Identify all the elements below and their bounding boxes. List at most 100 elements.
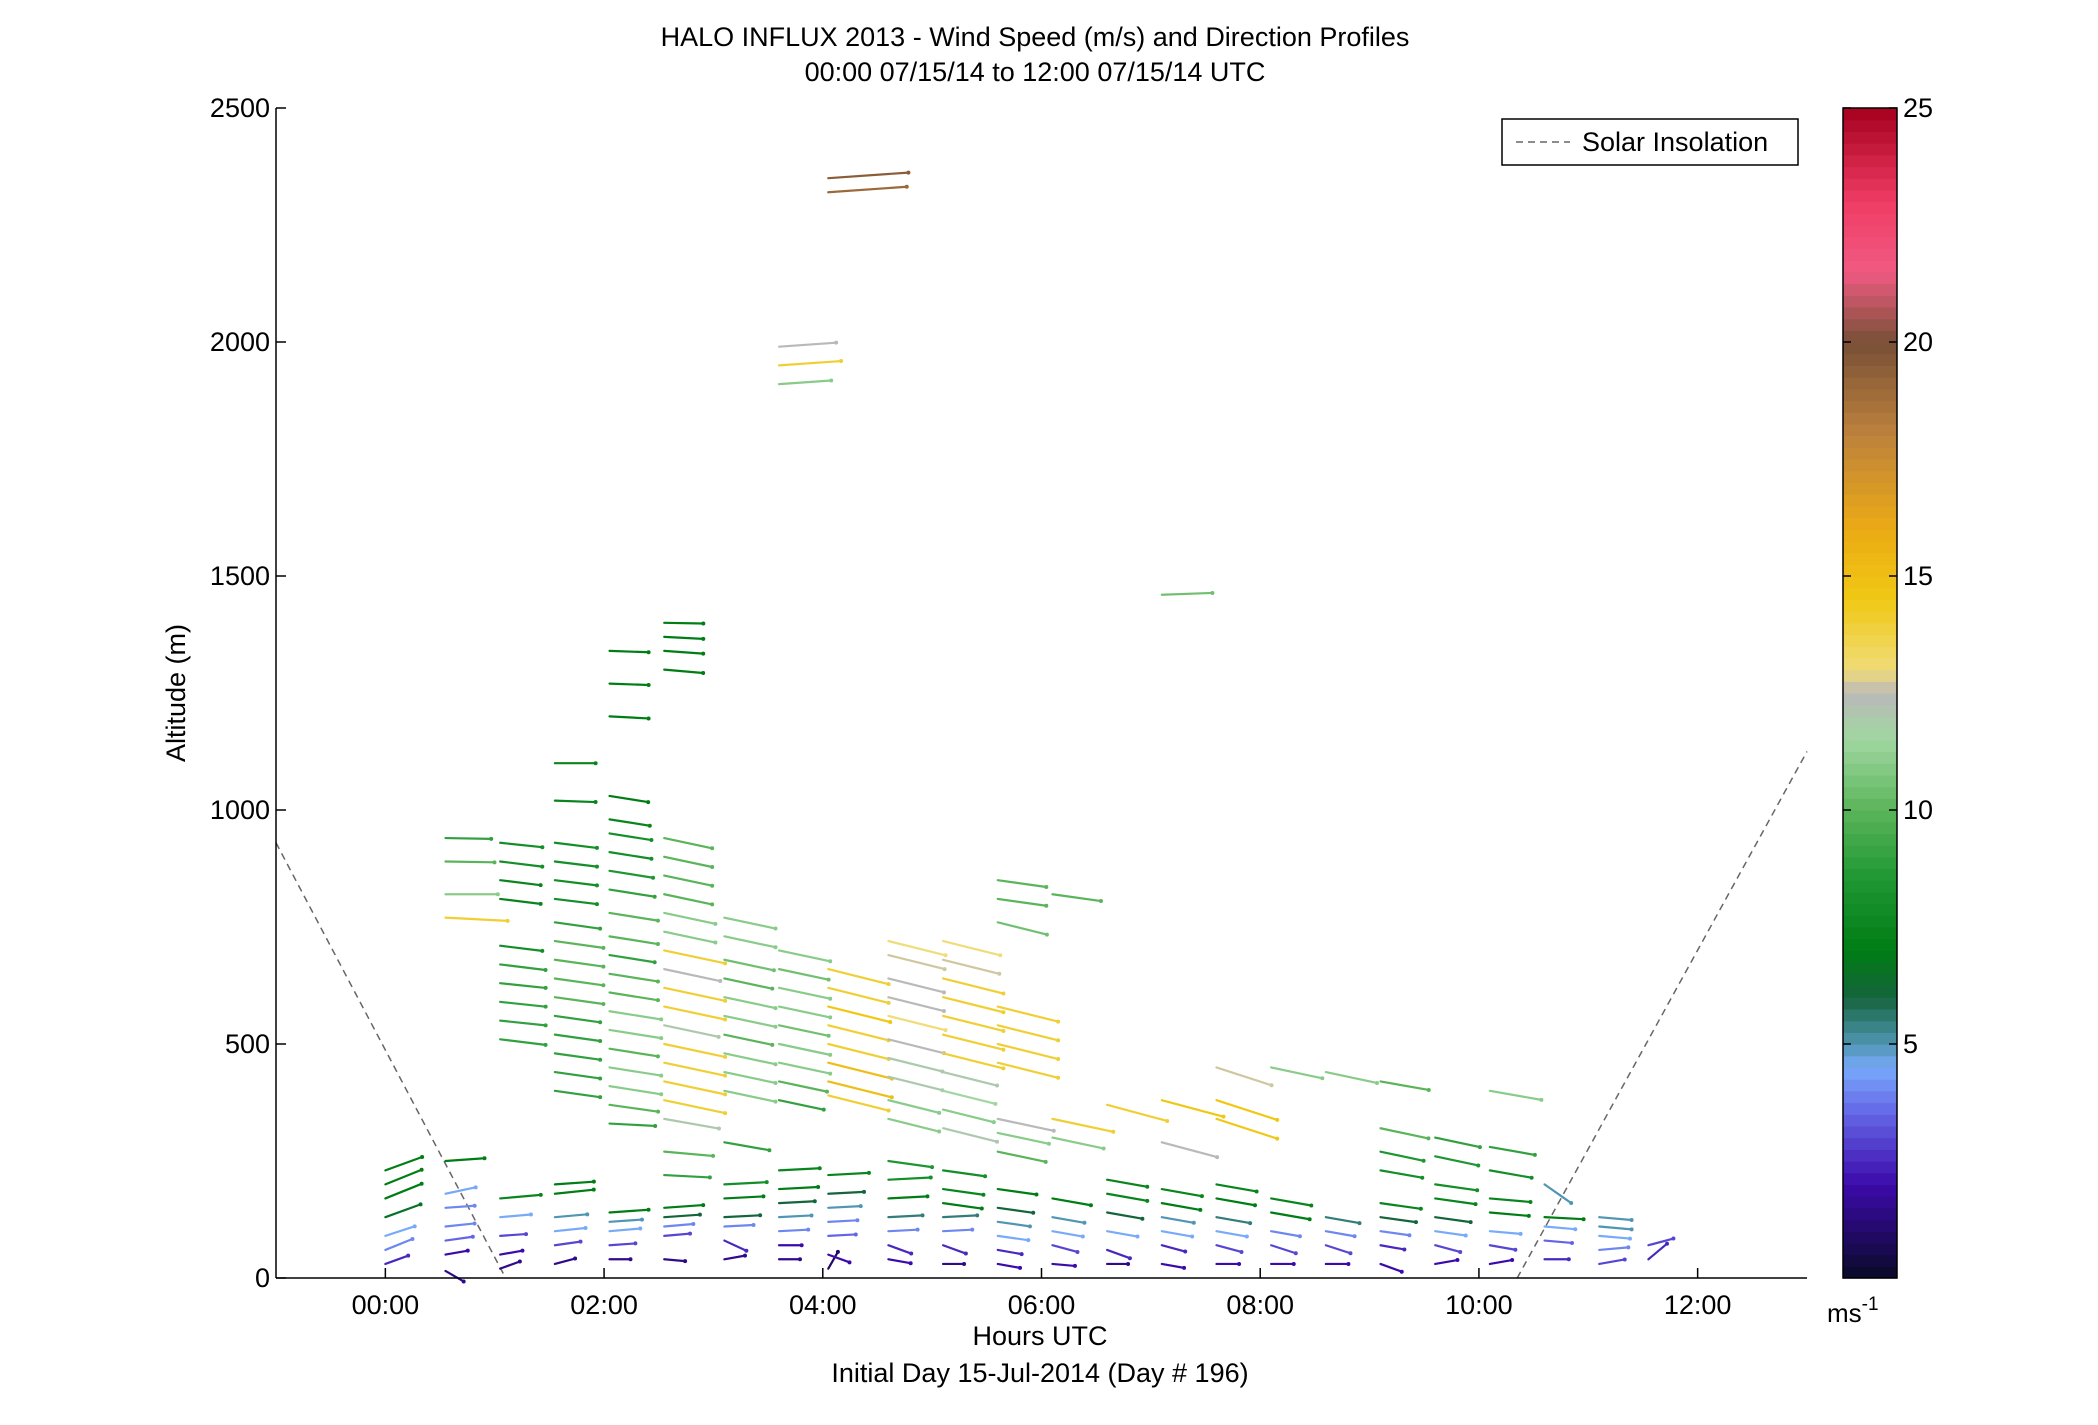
colorbar-unit: ms: [1827, 1298, 1862, 1328]
wind-arrow-head: [1072, 1263, 1077, 1268]
wind-arrow: [553, 1014, 602, 1024]
wind-arrow-head: [797, 1257, 802, 1262]
colorbar-cell: [1843, 1020, 1897, 1033]
wind-arrow-head: [594, 864, 599, 869]
wind-arrow: [887, 1075, 944, 1092]
wind-arrow-head: [1476, 1163, 1481, 1168]
wind-arrow: [499, 1232, 528, 1237]
wind-arrow-head: [598, 1020, 603, 1025]
wind-arrow-head: [742, 1253, 747, 1258]
wind-arrow: [887, 1228, 919, 1233]
wind-arrow: [1434, 1197, 1477, 1206]
wind-arrow: [887, 1214, 924, 1219]
wind-arrow: [723, 958, 776, 972]
wind-arrow: [499, 879, 542, 887]
wind-arrow-head: [1031, 1210, 1036, 1215]
colorbar-cell: [1843, 248, 1897, 261]
wind-arrow: [887, 1258, 912, 1265]
wind-arrow: [887, 1014, 947, 1032]
colorbar-cell: [1843, 1032, 1897, 1045]
wind-arrow: [887, 939, 947, 957]
x-tick-label: 04:00: [789, 1290, 857, 1320]
wind-arrow: [499, 897, 542, 905]
wind-arrow: [996, 1024, 1060, 1042]
y-tick-label: 500: [225, 1029, 270, 1059]
wind-arrow-head: [540, 948, 545, 953]
wind-arrow-head: [716, 1126, 721, 1131]
wind-arrow-head: [601, 983, 606, 988]
wind-arrow-head: [858, 1204, 863, 1209]
wind-arrow: [608, 682, 650, 687]
wind-arrow: [723, 935, 777, 949]
colorbar: 5 10 15 20 25 ms-1: [1827, 93, 1933, 1328]
wind-arrow-head: [601, 945, 606, 950]
x-tick-label: 10:00: [1445, 1290, 1513, 1320]
wind-arrow-head: [1190, 1234, 1195, 1239]
wind-arrow: [663, 930, 717, 944]
colorbar-cell: [1843, 178, 1897, 191]
wind-arrow-head: [1629, 1227, 1634, 1232]
colorbar-cell: [1843, 295, 1897, 308]
wind-arrow-head: [942, 967, 947, 972]
colorbar-cell: [1843, 1242, 1897, 1256]
wind-arrow: [1488, 1211, 1530, 1217]
wind-arrow-head: [1510, 1258, 1515, 1263]
wind-arrow-head: [646, 683, 651, 688]
wind-arrow-head: [991, 1120, 996, 1125]
wind-arrow-head: [1528, 1199, 1533, 1204]
wind-arrow: [1488, 1197, 1532, 1204]
wind-arrow: [663, 1150, 715, 1158]
wind-arrow: [827, 1080, 893, 1099]
wind-arrow: [777, 379, 833, 386]
x-tick-label: 00:00: [352, 1290, 420, 1320]
wind-arrow-head: [1573, 1227, 1578, 1232]
colorbar-cell: [1843, 459, 1897, 472]
wind-arrow-head: [543, 985, 548, 990]
wind-arrow-head: [1210, 590, 1215, 595]
wind-arrow-head: [998, 953, 1003, 958]
wind-arrow-head: [1346, 1261, 1351, 1266]
wind-arrow: [887, 1244, 913, 1255]
wind-arrow-head: [652, 960, 657, 965]
wind-arrow-head: [941, 1009, 946, 1014]
colorbar-cell: [1843, 891, 1897, 905]
colorbar-cell: [1843, 763, 1897, 776]
legend: Solar Insolation: [1501, 118, 1799, 166]
colorbar-cell: [1843, 1231, 1897, 1244]
colorbar-cell: [1843, 798, 1897, 811]
colorbar-cell: [1843, 669, 1897, 682]
wind-arrow: [663, 911, 717, 925]
wind-arrow: [663, 986, 727, 1002]
wind-arrow-head: [1001, 991, 1006, 996]
chart-title: HALO INFLUX 2013 - Wind Speed (m/s) and …: [661, 22, 1410, 52]
colorbar-cell: [1843, 751, 1897, 764]
wind-arrow: [553, 958, 605, 968]
wind-arrow: [553, 1240, 582, 1247]
wind-arrow-head: [770, 986, 775, 991]
wind-arrow: [499, 1260, 521, 1270]
wind-arrow: [996, 1150, 1047, 1163]
wind-arrow-head: [528, 1212, 533, 1217]
wind-arrow-head: [821, 1107, 826, 1112]
wind-arrow: [1543, 1183, 1573, 1205]
wind-arrow: [444, 836, 493, 840]
wind-arrow-head: [655, 1054, 660, 1059]
wind-arrow: [941, 1052, 1005, 1070]
colorbar-cell: [1843, 201, 1897, 214]
wind-arrow: [1488, 1258, 1514, 1266]
wind-arrow: [444, 1269, 465, 1283]
wind-arrow: [608, 911, 660, 922]
wind-arrow: [777, 1099, 825, 1111]
colorbar-cell: [1843, 1090, 1897, 1104]
wind-arrow: [777, 1214, 813, 1219]
wind-arrow-head: [773, 1024, 778, 1029]
wind-arrow: [444, 1204, 476, 1209]
wind-arrow-head: [909, 1251, 914, 1256]
wind-arrow-head: [1357, 1221, 1362, 1226]
wind-arrow: [663, 836, 714, 850]
wind-arrow: [608, 1047, 660, 1058]
wind-arrow-head: [1569, 1240, 1574, 1245]
colorbar-cell: [1843, 1008, 1897, 1022]
wind-arrow: [1543, 1239, 1574, 1245]
colorbar-cell: [1843, 365, 1897, 378]
